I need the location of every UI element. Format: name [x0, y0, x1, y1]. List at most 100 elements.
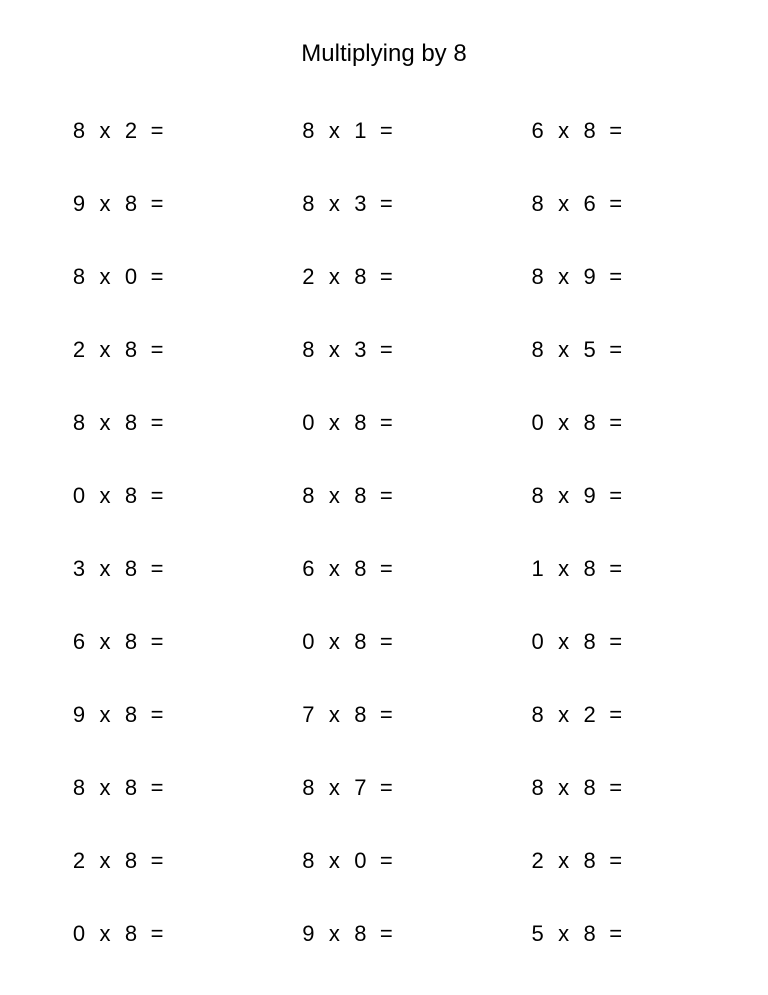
equals-sign: =	[377, 556, 397, 582]
problem: 8x7=	[299, 775, 468, 801]
operand-b: 8	[351, 702, 371, 728]
operand-a: 0	[70, 483, 90, 509]
operand-a: 2	[70, 337, 90, 363]
operator: x	[96, 264, 116, 290]
operator: x	[325, 191, 345, 217]
problem: 0x8=	[529, 410, 698, 436]
problem: 8x2=	[529, 702, 698, 728]
operator: x	[555, 264, 575, 290]
operand-a: 8	[299, 337, 319, 363]
operand-a: 2	[299, 264, 319, 290]
equals-sign: =	[607, 191, 627, 217]
equals-sign: =	[377, 775, 397, 801]
operand-b: 8	[351, 410, 371, 436]
operand-b: 8	[581, 848, 601, 874]
operand-b: 1	[351, 118, 371, 144]
operand-a: 9	[70, 702, 90, 728]
equals-sign: =	[377, 191, 397, 217]
operand-a: 3	[70, 556, 90, 582]
problem: 8x6=	[529, 191, 698, 217]
operand-b: 8	[351, 921, 371, 947]
operand-a: 8	[529, 483, 549, 509]
operator: x	[325, 264, 345, 290]
equals-sign: =	[607, 410, 627, 436]
operand-b: 8	[581, 629, 601, 655]
operand-a: 5	[529, 921, 549, 947]
problem: 0x8=	[70, 921, 239, 947]
equals-sign: =	[607, 702, 627, 728]
operand-b: 8	[351, 629, 371, 655]
operand-a: 8	[299, 483, 319, 509]
operand-b: 6	[581, 191, 601, 217]
equals-sign: =	[148, 118, 168, 144]
operand-a: 8	[299, 848, 319, 874]
problem: 8x8=	[529, 775, 698, 801]
operand-b: 8	[122, 848, 142, 874]
operand-b: 8	[351, 556, 371, 582]
operand-b: 8	[122, 337, 142, 363]
operator: x	[555, 702, 575, 728]
operand-b: 8	[122, 410, 142, 436]
operand-a: 6	[70, 629, 90, 655]
problem: 8x1=	[299, 118, 468, 144]
problem: 8x8=	[70, 410, 239, 436]
operand-a: 8	[299, 775, 319, 801]
worksheet-title: Multiplying by 8	[50, 40, 718, 68]
problem: 8x3=	[299, 337, 468, 363]
operator: x	[325, 118, 345, 144]
operand-b: 9	[581, 483, 601, 509]
problem: 0x8=	[529, 629, 698, 655]
equals-sign: =	[148, 848, 168, 874]
problem: 2x8=	[529, 848, 698, 874]
operand-a: 8	[70, 264, 90, 290]
operator: x	[96, 629, 116, 655]
operand-a: 8	[70, 118, 90, 144]
operand-a: 2	[70, 848, 90, 874]
problem: 2x8=	[299, 264, 468, 290]
equals-sign: =	[377, 921, 397, 947]
operand-a: 8	[70, 775, 90, 801]
operand-b: 2	[122, 118, 142, 144]
operand-b: 8	[351, 483, 371, 509]
equals-sign: =	[377, 118, 397, 144]
operand-b: 8	[122, 556, 142, 582]
operand-a: 9	[299, 921, 319, 947]
operator: x	[325, 702, 345, 728]
equals-sign: =	[607, 775, 627, 801]
operand-b: 3	[351, 191, 371, 217]
operator: x	[325, 629, 345, 655]
equals-sign: =	[607, 264, 627, 290]
operand-a: 2	[529, 848, 549, 874]
operand-b: 8	[122, 483, 142, 509]
equals-sign: =	[377, 337, 397, 363]
operand-a: 8	[299, 191, 319, 217]
equals-sign: =	[607, 556, 627, 582]
problem: 2x8=	[70, 337, 239, 363]
operand-a: 0	[70, 921, 90, 947]
operand-a: 8	[529, 775, 549, 801]
problem: 8x8=	[299, 483, 468, 509]
operand-b: 8	[351, 264, 371, 290]
equals-sign: =	[148, 410, 168, 436]
operator: x	[325, 410, 345, 436]
problem: 8x9=	[529, 264, 698, 290]
operator: x	[555, 410, 575, 436]
equals-sign: =	[377, 410, 397, 436]
operand-b: 8	[581, 775, 601, 801]
problem: 6x8=	[529, 118, 698, 144]
operand-b: 8	[122, 921, 142, 947]
operator: x	[555, 556, 575, 582]
problem: 8x5=	[529, 337, 698, 363]
problem: 8x3=	[299, 191, 468, 217]
operand-b: 9	[581, 264, 601, 290]
problem: 8x8=	[70, 775, 239, 801]
operator: x	[96, 775, 116, 801]
operand-a: 8	[299, 118, 319, 144]
operand-b: 8	[581, 556, 601, 582]
equals-sign: =	[607, 921, 627, 947]
operand-b: 8	[122, 629, 142, 655]
operator: x	[96, 483, 116, 509]
operator: x	[96, 410, 116, 436]
operand-a: 0	[529, 410, 549, 436]
equals-sign: =	[377, 702, 397, 728]
